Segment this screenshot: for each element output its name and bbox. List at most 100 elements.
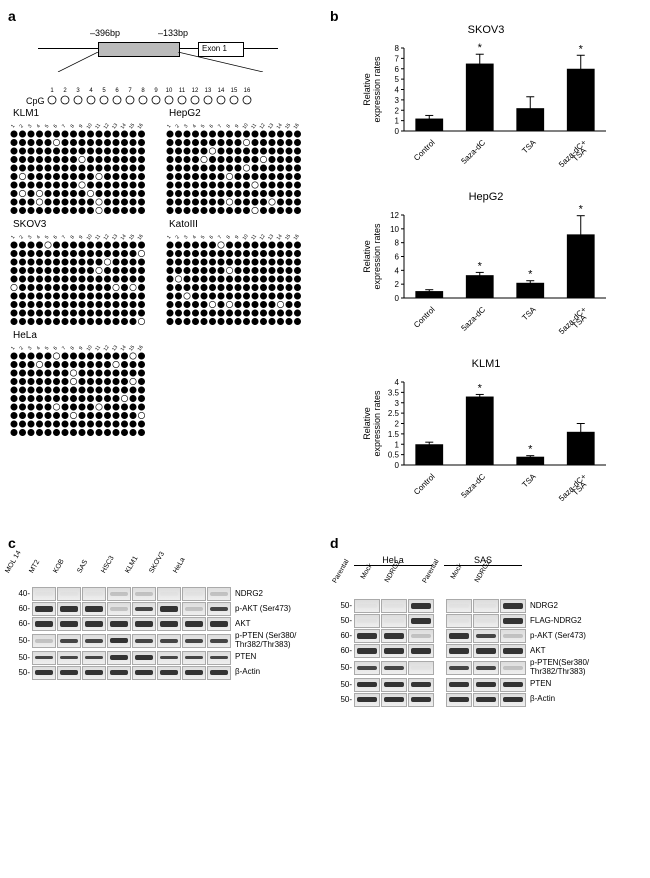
svg-text:4: 4	[35, 345, 42, 351]
svg-text:14: 14	[120, 344, 128, 352]
svg-text:5: 5	[44, 123, 51, 129]
methyl-grid-katoiii: 12345678910111213141516	[164, 231, 308, 330]
methyl-label-klm1: KLM1	[13, 108, 152, 119]
svg-text:2: 2	[18, 345, 25, 351]
svg-text:7: 7	[128, 88, 132, 94]
svg-text:12: 12	[192, 88, 199, 94]
blot-band	[473, 693, 499, 707]
blot-band	[446, 678, 472, 692]
svg-text:11: 11	[250, 233, 258, 241]
blot-band	[473, 599, 499, 613]
svg-text:*: *	[579, 43, 584, 55]
svg-text:2: 2	[63, 88, 67, 94]
blot-band	[107, 617, 131, 631]
svg-text:3: 3	[183, 123, 190, 129]
svg-text:16: 16	[137, 344, 145, 352]
blot-band	[32, 617, 56, 631]
mw-marker: 50-	[330, 617, 354, 625]
blot-band	[57, 602, 81, 616]
blot-band	[107, 634, 131, 648]
blot-band	[408, 661, 434, 675]
protein-label: p-PTEN (Ser380/Thr382/Thr383)	[231, 632, 296, 650]
blot-band	[381, 678, 407, 692]
blot-band	[500, 661, 526, 675]
svg-text:Control: Control	[412, 472, 437, 497]
svg-text:5: 5	[102, 88, 106, 94]
svg-text:6: 6	[52, 345, 59, 351]
svg-text:7: 7	[395, 54, 400, 63]
blot-band	[157, 617, 181, 631]
panel-d-label: d	[330, 535, 642, 551]
svg-text:6: 6	[395, 253, 400, 262]
blot-band	[473, 629, 499, 643]
svg-text:4: 4	[89, 88, 93, 94]
blot-band	[57, 666, 81, 680]
figure: a –396bp –133bp Exon 1 CpG12345678910111…	[8, 8, 642, 708]
blot-band	[446, 629, 472, 643]
svg-text:1: 1	[395, 440, 400, 449]
blot-band	[408, 599, 434, 613]
protein-label: PTEN	[526, 680, 551, 689]
svg-text:9: 9	[234, 123, 241, 129]
bp-right-label: –133bp	[158, 28, 188, 38]
blot-band	[32, 634, 56, 648]
methyl-label-katoiii: KatoIII	[169, 219, 308, 230]
bar-chart-klm1: 00.511.522.533.54Relativeexpression rate…	[356, 372, 616, 507]
svg-text:3: 3	[27, 345, 34, 351]
svg-text:5aza-dC: 5aza-dC	[459, 305, 487, 333]
svg-text:3: 3	[27, 234, 34, 240]
svg-text:Control: Control	[412, 305, 437, 330]
blot-band	[157, 602, 181, 616]
svg-text:12: 12	[259, 233, 267, 241]
blot-band	[132, 602, 156, 616]
blot-band	[408, 678, 434, 692]
promoter-schematic: –396bp –133bp Exon 1	[38, 30, 278, 76]
svg-text:Control: Control	[412, 138, 437, 163]
bar-chart-skov3: 012345678Relativeexpression ratesControl…	[356, 38, 616, 173]
blot-band	[82, 587, 106, 601]
svg-text:5: 5	[200, 123, 207, 129]
blot-band	[381, 599, 407, 613]
protein-label: PTEN	[231, 653, 256, 662]
svg-text:1: 1	[166, 234, 173, 240]
panel-a: a –396bp –133bp Exon 1 CpG12345678910111…	[8, 8, 320, 525]
blot-band	[354, 678, 380, 692]
blot-band	[82, 634, 106, 648]
svg-text:4: 4	[191, 234, 198, 240]
bar-chart-hepg2: 024681012Relativeexpression ratesControl…	[356, 205, 616, 340]
svg-text:3: 3	[27, 123, 34, 129]
blot-band	[82, 651, 106, 665]
blot-band	[132, 617, 156, 631]
blot-band	[207, 617, 231, 631]
blot-band	[157, 587, 181, 601]
blot-band	[500, 629, 526, 643]
svg-text:4: 4	[395, 266, 400, 275]
blot-band	[473, 644, 499, 658]
svg-text:2: 2	[174, 123, 181, 129]
blot-band	[354, 693, 380, 707]
svg-text:6: 6	[115, 88, 119, 94]
blot-band	[381, 614, 407, 628]
blot-band	[381, 661, 407, 675]
svg-text:Relative: Relative	[362, 73, 372, 106]
svg-text:2: 2	[18, 123, 25, 129]
svg-text:1: 1	[10, 123, 17, 129]
blot-band	[182, 602, 206, 616]
blot-band	[157, 634, 181, 648]
svg-text:4: 4	[35, 234, 42, 240]
zoom-lines	[38, 52, 278, 72]
blot-band	[207, 602, 231, 616]
blot-band	[500, 678, 526, 692]
svg-text:8: 8	[69, 234, 76, 240]
western-blot-d: HeLaParentalMockNDRG2SASParentalMockNDRG…	[330, 555, 642, 707]
blot-band	[132, 587, 156, 601]
blot-band	[354, 644, 380, 658]
protein-label: β-Actin	[231, 668, 260, 677]
blot-band	[57, 651, 81, 665]
methyl-grid-klm1: 12345678910111213141516	[8, 120, 152, 219]
svg-text:12: 12	[103, 344, 111, 352]
blot-band	[381, 629, 407, 643]
protein-label: β-Actin	[526, 695, 555, 704]
svg-text:11: 11	[179, 88, 186, 94]
svg-text:5: 5	[44, 345, 51, 351]
